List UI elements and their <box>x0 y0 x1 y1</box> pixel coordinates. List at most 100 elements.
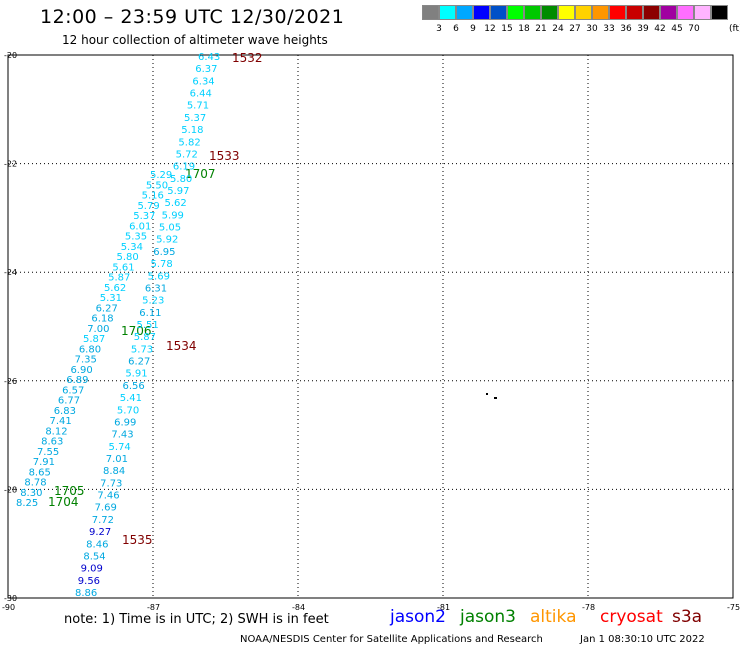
legend-swatch <box>592 5 609 20</box>
track-point-label: 5.69 <box>148 271 170 282</box>
track-point-label: 6.18 <box>91 314 113 325</box>
lat-tick-label: -26 <box>4 377 17 386</box>
track-point-label: 6.89 <box>66 375 88 386</box>
lat-tick-label: -24 <box>4 268 17 277</box>
track-point-label: 5.72 <box>176 149 198 160</box>
track-point-label: 8.86 <box>75 588 97 599</box>
track-point-label: 6.19 <box>173 162 195 173</box>
track-time-label: 1706 <box>121 324 152 338</box>
track-point-label: 7.01 <box>106 454 128 465</box>
legend-swatch <box>473 5 490 20</box>
track-point-label: 5.61 <box>112 262 134 273</box>
credit-text: NOAA/NESDIS Center for Satellite Applica… <box>240 634 543 645</box>
satellite-name: cryosat <box>600 607 663 627</box>
track-point-label: 5.62 <box>104 283 126 294</box>
track-point-label: 7.72 <box>92 515 114 526</box>
track-point-label: 8.65 <box>29 467 51 478</box>
legend-label: 24 <box>552 24 564 34</box>
track-point-label: 7.73 <box>100 478 122 489</box>
track-point-label: 5.80 <box>170 174 192 185</box>
track-point-label: 6.37 <box>195 64 217 75</box>
track-point-label: 6.99 <box>114 417 136 428</box>
legend-label: 15 <box>501 24 513 34</box>
legend-swatch <box>439 5 456 20</box>
track-time-label: 1533 <box>209 149 240 163</box>
page-subtitle: 12 hour collection of altimeter wave hei… <box>62 33 328 47</box>
legend-label: 27 <box>569 24 581 34</box>
legend-unit: (ft) <box>729 24 740 34</box>
lat-tick-label: -20 <box>4 51 17 60</box>
lat-tick-label: -22 <box>4 160 17 169</box>
track-point-label: 5.97 <box>167 186 189 197</box>
track-point-label: 6.56 <box>123 381 145 392</box>
track-time-label: 1705 <box>54 484 85 498</box>
track-time-label: 1707 <box>185 167 216 181</box>
track-point-label: 5.78 <box>150 259 172 270</box>
track-time-label: 1532 <box>232 51 263 65</box>
footer-note: note: 1) Time is in UTC; 2) SWH is in fe… <box>64 612 329 627</box>
track-point-label: 8.54 <box>83 551 105 562</box>
track-point-label: 5.71 <box>187 101 209 112</box>
track-point-label: 7.41 <box>50 416 72 427</box>
track-point-label: 5.18 <box>181 125 203 136</box>
legend-label: 3 <box>436 24 442 34</box>
track-point-label: 5.37 <box>133 211 155 222</box>
track-point-label: 5.50 <box>146 180 168 191</box>
track-point-label: 8.84 <box>103 466 125 477</box>
legend-swatch <box>677 5 694 20</box>
legend-label: 45 <box>671 24 683 34</box>
track-point-label: 5.82 <box>178 137 200 148</box>
generated-timestamp: Jan 1 08:30:10 UTC 2022 <box>580 634 705 645</box>
track-point-label: 7.43 <box>111 430 133 441</box>
legend-label: 12 <box>484 24 496 34</box>
track-point-label: 5.70 <box>117 405 139 416</box>
track-point-label: 6.77 <box>58 396 80 407</box>
satellite-name: jason2 <box>390 607 446 627</box>
track-point-label: 7.91 <box>33 457 55 468</box>
legend-label: 21 <box>535 24 547 34</box>
track-point-label: 9.56 <box>78 576 100 587</box>
legend-label: 9 <box>470 24 476 34</box>
legend-label: 39 <box>637 24 649 34</box>
satellite-name: s3a <box>672 607 703 627</box>
lon-tick-label: -84 <box>292 603 305 612</box>
track-point-label: 5.29 <box>150 170 172 181</box>
legend-label: 6 <box>453 24 459 34</box>
legend-swatch <box>541 5 558 20</box>
track-point-label: 5.34 <box>121 242 143 253</box>
track-point-label: 5.87 <box>83 334 105 345</box>
track-point-label: 5.05 <box>159 223 181 234</box>
track-point-label: 6.44 <box>190 89 212 100</box>
track-point-label: 6.83 <box>54 406 76 417</box>
track-point-label: 6.90 <box>70 365 92 376</box>
track-point-label: 5.37 <box>184 113 206 124</box>
lon-tick-label: -75 <box>727 603 740 612</box>
legend-label: 18 <box>518 24 530 34</box>
legend-swatch <box>456 5 473 20</box>
track-point-label: 9.09 <box>81 564 103 575</box>
track-point-label: 5.73 <box>131 344 153 355</box>
legend-label: 33 <box>603 24 615 34</box>
track-point-label: 6.80 <box>79 344 101 355</box>
island-mark <box>494 397 497 399</box>
legend-swatch <box>643 5 660 20</box>
track-point-label: 6.27 <box>128 357 150 368</box>
legend-swatch <box>626 5 643 20</box>
track-point-label: 5.99 <box>162 210 184 221</box>
track-point-label: 5.87 <box>108 273 130 284</box>
legend-swatch <box>711 5 728 20</box>
legend-swatch <box>575 5 592 20</box>
satellite-name: jason3 <box>460 607 516 627</box>
legend-swatch <box>609 5 626 20</box>
track-point-label: 6.95 <box>153 247 175 258</box>
legend-swatch <box>694 5 711 20</box>
track-point-label: 8.63 <box>41 437 63 448</box>
lon-tick-label: -81 <box>437 603 450 612</box>
legend-label: 70 <box>688 24 700 34</box>
legend-swatch <box>660 5 677 20</box>
legend-swatch <box>524 5 541 20</box>
track-point-label: 9.27 <box>89 527 111 538</box>
track-point-label: 8.46 <box>86 539 108 550</box>
track-point-label: 7.55 <box>37 447 59 458</box>
